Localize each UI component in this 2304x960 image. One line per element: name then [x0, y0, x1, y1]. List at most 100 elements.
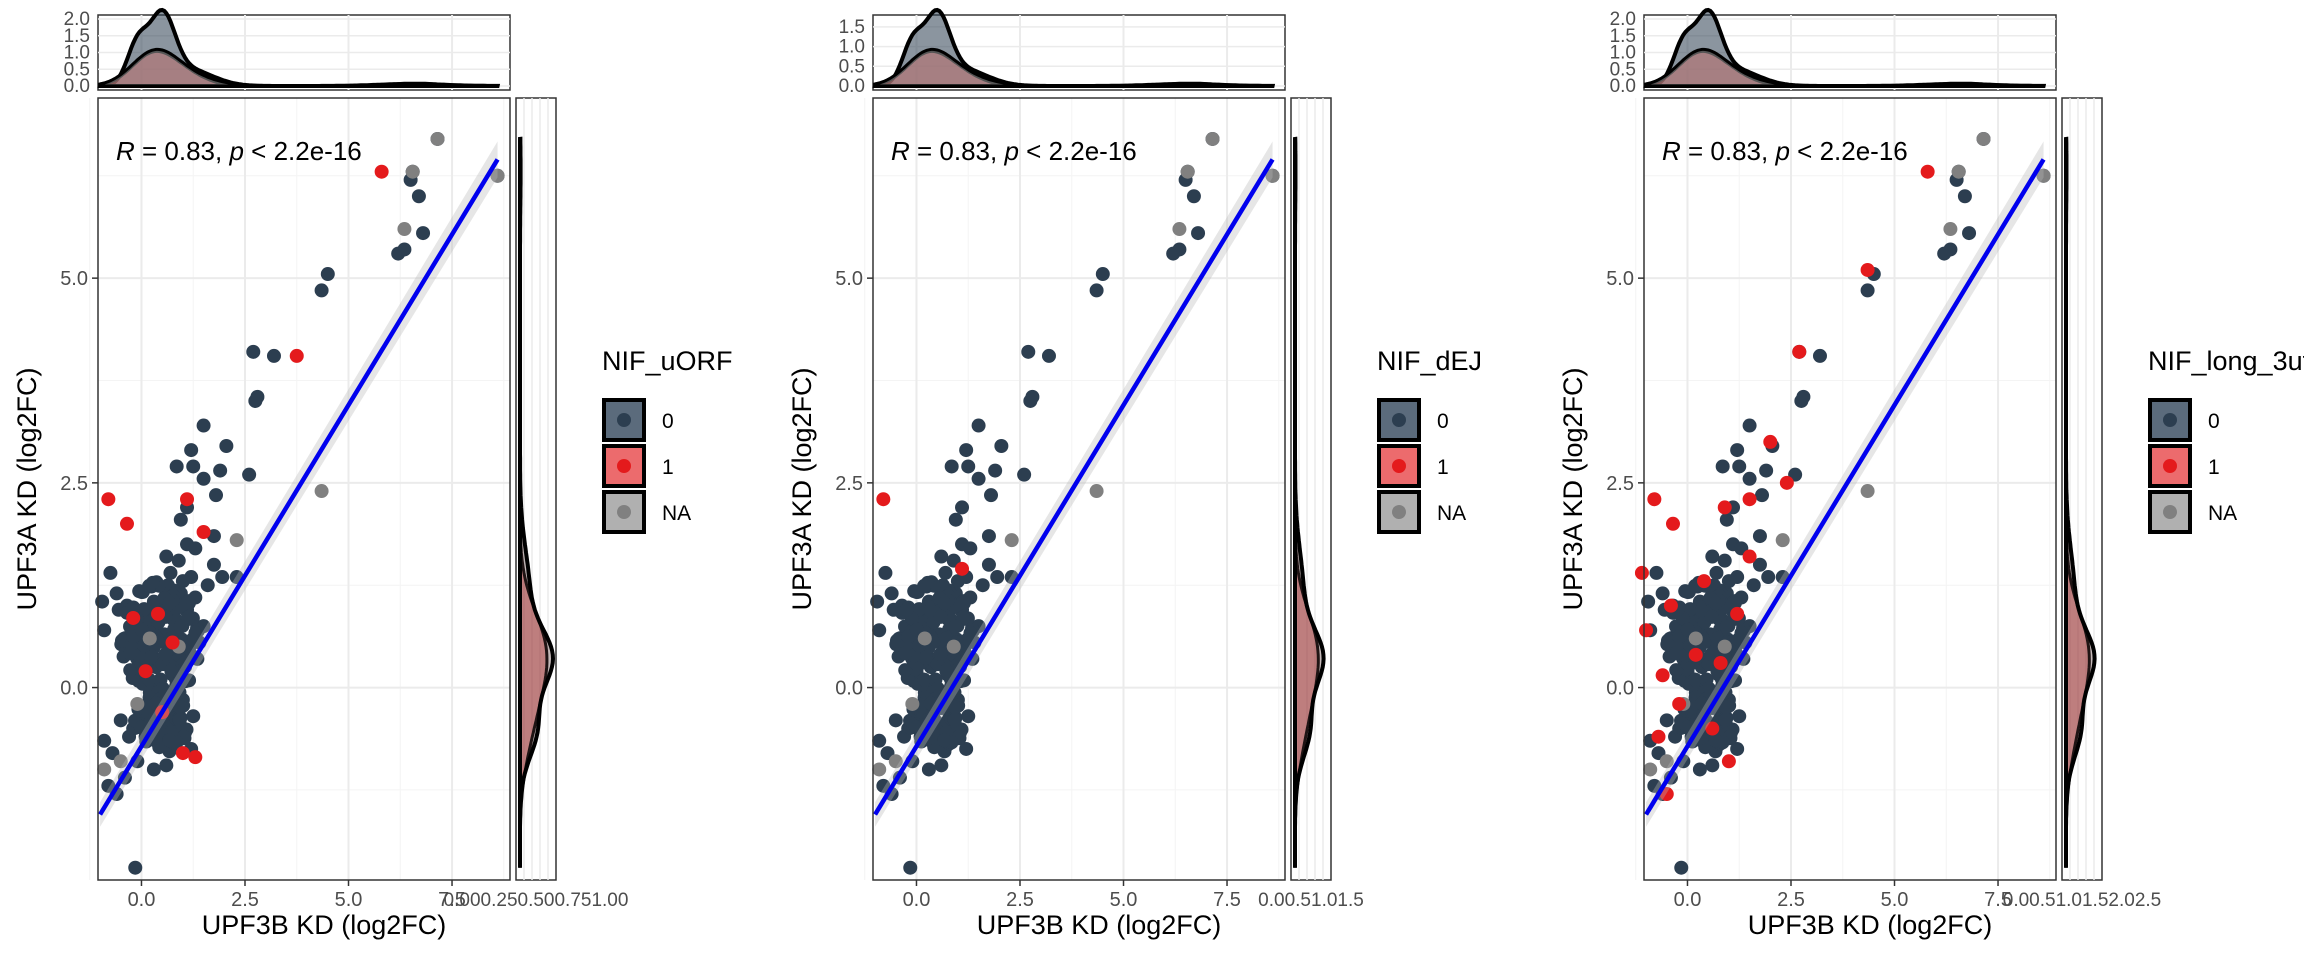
point-group-na [142, 631, 157, 646]
point-group-na [946, 639, 961, 654]
point-group-0 [955, 500, 970, 515]
x-tick-label: 5.0 [1110, 889, 1138, 911]
annotation-r-val: = 0.83, [910, 136, 1005, 166]
point-group-1 [1672, 696, 1687, 711]
point-group-na [1180, 164, 1195, 179]
point-group-0 [128, 860, 143, 875]
legend-label: 1 [2208, 456, 2220, 479]
point-group-1 [175, 746, 190, 761]
annotation-r-sym: R [891, 136, 910, 166]
point-group-0 [215, 570, 230, 585]
correlation-annotation: R = 0.83, p < 2.2e-16 [891, 136, 1137, 166]
legend-title: NIF_long_3utr [2148, 346, 2304, 376]
point-group-1 [1651, 729, 1666, 744]
correlation-annotation: R = 0.83, p < 2.2e-16 [1662, 136, 1908, 166]
point-group-0 [391, 246, 406, 261]
point-group-0 [1695, 696, 1710, 711]
y-axis-title: UPF3A KD (log2FC) [787, 367, 817, 610]
top-density-tick: 0.0 [64, 76, 90, 97]
legend: NIF_long_3utr 0 1 NA [2148, 346, 2304, 534]
point-group-0 [1794, 393, 1809, 408]
point-group-0 [898, 646, 913, 661]
point-group-na [1943, 222, 1958, 237]
point-group-1 [1697, 574, 1712, 589]
point-group-na [1643, 762, 1658, 777]
point-group-1 [1792, 344, 1807, 359]
right-density-tick-label: 0.000.250.500.751.00 [444, 890, 629, 911]
point-group-0 [113, 713, 128, 728]
point-group-na [314, 484, 329, 499]
point-group-na [97, 762, 112, 777]
right-density-tick-label: 0.00.51.01.5 [1258, 890, 1364, 911]
point-group-0 [950, 574, 965, 589]
legend-key-point [1392, 459, 1406, 473]
point-group-1 [1713, 656, 1728, 671]
point-group-0 [186, 709, 201, 724]
point-group-0 [200, 578, 215, 593]
point-group-1 [1730, 606, 1745, 621]
point-group-0 [1095, 267, 1110, 282]
point-group-0 [175, 574, 190, 589]
point-group-0 [97, 733, 112, 748]
point-group-na [872, 762, 887, 777]
legend-key-point [1392, 505, 1406, 519]
top-density-group-na [873, 47, 1273, 88]
point-group-na [1951, 164, 1966, 179]
point-group-0 [213, 463, 228, 478]
point-group-0 [971, 471, 986, 486]
point-group-0 [870, 594, 885, 609]
y-tick-label: 0.0 [1606, 678, 1634, 700]
annotation-r-val: = 0.83, [135, 136, 230, 166]
x-tick-label: 5.0 [335, 889, 363, 911]
top-density-tick: 1.0 [839, 37, 865, 58]
legend-key-point [1392, 413, 1406, 427]
point-group-na [1976, 131, 1991, 146]
point-group-0 [123, 646, 138, 661]
point-group-0 [872, 623, 887, 638]
point-group-0 [975, 578, 990, 593]
annotation-p-val: < 2.2e-16 [1019, 136, 1137, 166]
point-group-0 [1089, 283, 1104, 298]
x-tick-label: 5.0 [1881, 889, 1909, 911]
point-group-na [229, 533, 244, 548]
point-group-0 [1186, 189, 1201, 204]
point-group-0 [1752, 529, 1767, 544]
legend-key-point [617, 505, 631, 519]
right-density-panel [2061, 97, 2103, 881]
point-group-0 [961, 709, 976, 724]
legend-label: 0 [1437, 410, 1449, 433]
point-group-0 [937, 596, 952, 611]
point-group-0 [903, 860, 918, 875]
point-group-0 [984, 488, 999, 503]
point-group-na [1205, 131, 1220, 146]
point-group-na [1688, 631, 1703, 646]
point-group-0 [1755, 488, 1770, 503]
y-tick-label: 5.0 [835, 268, 863, 290]
point-group-0 [917, 672, 932, 687]
point-group-0 [994, 439, 1009, 454]
right-density-panel [515, 97, 557, 881]
point-group-0 [411, 189, 426, 204]
point-group-0 [938, 565, 953, 580]
legend-label: NA [662, 502, 691, 525]
point-group-0 [1649, 565, 1664, 580]
x-tick-label: 2.5 [1777, 889, 1805, 911]
top-density-tick: 1.5 [1610, 26, 1636, 47]
point-group-1 [1860, 262, 1875, 277]
point-group-0 [1752, 557, 1767, 572]
point-group-0 [872, 733, 887, 748]
point-group-0 [142, 578, 157, 593]
point-group-0 [933, 647, 948, 662]
legend-key-1 [2148, 444, 2192, 488]
point-group-1 [1688, 647, 1703, 662]
point-group-1 [1659, 787, 1674, 802]
top-density-tick: 1.5 [64, 26, 90, 47]
point-group-0 [948, 619, 963, 634]
point-group-0 [1021, 344, 1036, 359]
plot-border [97, 97, 511, 881]
point-group-0 [1715, 459, 1730, 474]
point-group-1 [1721, 754, 1736, 769]
point-group-0 [959, 443, 974, 458]
point-group-na [1089, 484, 1104, 499]
x-axis-title: UPF3B KD (log2FC) [202, 910, 447, 940]
